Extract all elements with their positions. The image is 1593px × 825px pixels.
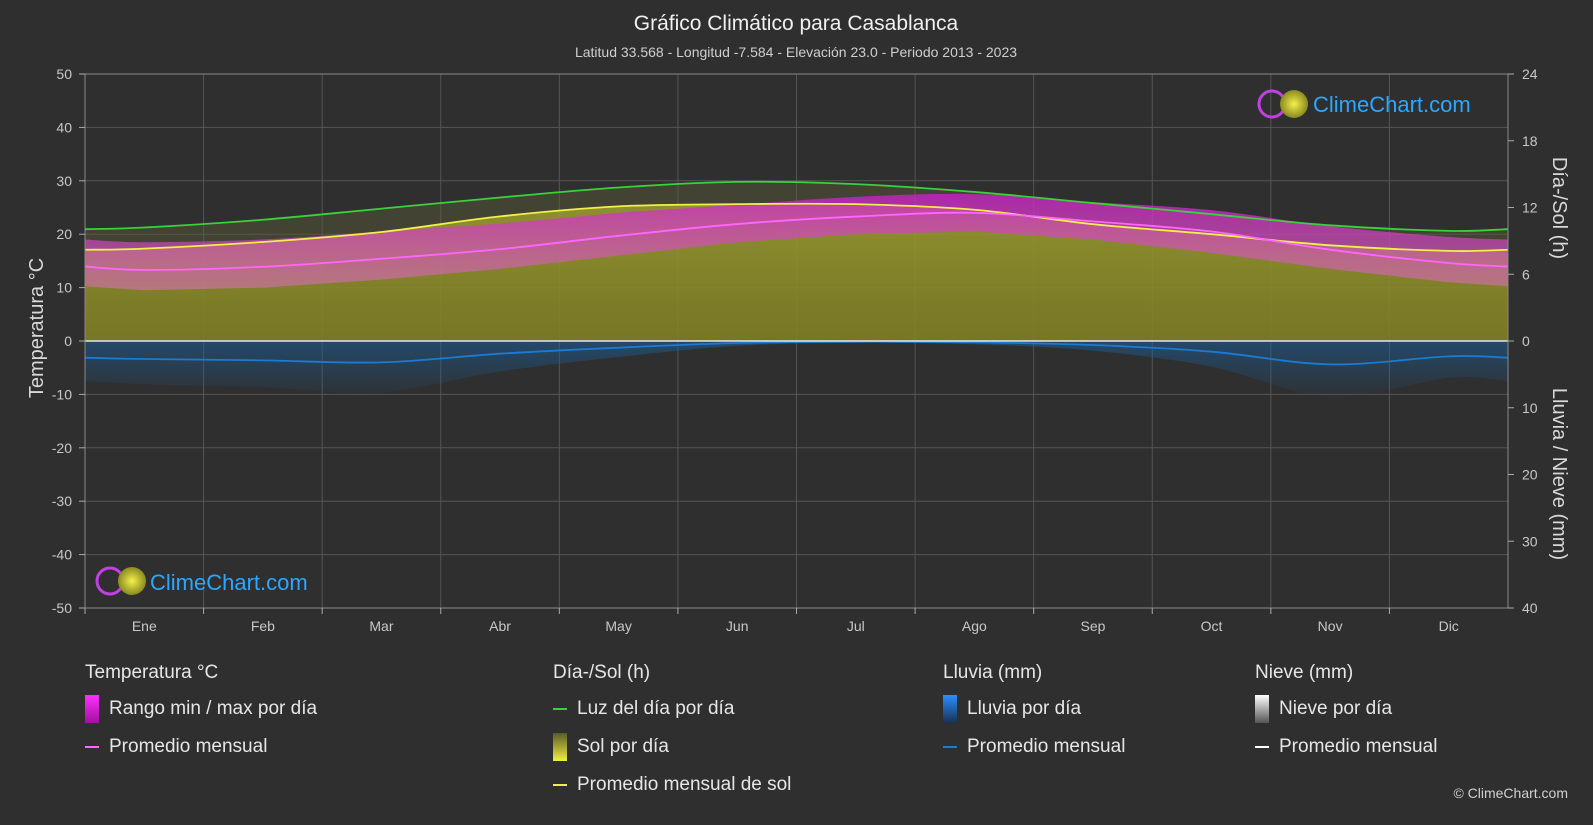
- snow-mean-swatch: [1255, 746, 1269, 748]
- logo-top-right: ClimeChart.com: [1257, 89, 1471, 119]
- right-axis-bottom-label: Lluvia / Nieve (mm): [1548, 388, 1570, 560]
- legend-sunshine: Sol por día: [553, 728, 791, 766]
- sunshine-swatch: [553, 733, 567, 761]
- left-tick-label: 30: [56, 173, 72, 189]
- legend-rain-header: Lluvia (mm): [943, 662, 1043, 683]
- rain-mean-swatch: [943, 746, 957, 748]
- left-tick-label: -40: [52, 547, 72, 563]
- legend-sunshine-label: Sol por día: [577, 736, 669, 757]
- logo-bottom-left: ClimeChart.com: [95, 566, 308, 596]
- sunshine-mean-line: [84, 202, 1509, 252]
- copyright: © ClimeChart.com: [1453, 785, 1568, 801]
- month-label: Sep: [1080, 618, 1105, 634]
- legend-snow-mean: Promedio mensual: [1255, 728, 1437, 766]
- month-label: Ago: [962, 618, 987, 634]
- right-tick-label-precip: 20: [1522, 467, 1538, 483]
- rain-mean-line: [84, 340, 1509, 366]
- snow-swatch: [1255, 695, 1269, 723]
- left-tick-label: 40: [56, 119, 72, 135]
- legend-rain-mean-label: Promedio mensual: [967, 736, 1126, 757]
- legend-temperature: Temperatura °C Rango min / max por día P…: [85, 662, 317, 766]
- legend-daylight: Luz del día por día: [553, 690, 791, 728]
- left-tick-label: -20: [52, 440, 72, 456]
- month-label: Feb: [251, 618, 275, 634]
- left-tick-label: -10: [52, 386, 72, 402]
- month-label: Oct: [1201, 618, 1223, 634]
- daylight-swatch: [553, 708, 567, 710]
- month-label: Mar: [369, 618, 393, 634]
- left-axis-label: Temperatura °C: [26, 258, 48, 398]
- month-label: Jul: [847, 618, 865, 634]
- right-tick-label-sun: 24: [1522, 66, 1538, 82]
- left-tick-label: 20: [56, 226, 72, 242]
- right-axis-ticks: 24 18 12 6 0 10 20 30 40: [1508, 66, 1538, 616]
- month-label: Nov: [1318, 618, 1343, 634]
- legend-snow-per-day: Nieve por día: [1255, 690, 1437, 728]
- right-tick-label-sun: 18: [1522, 133, 1538, 149]
- legend-temp-range-label: Rango min / max por día: [109, 698, 318, 719]
- logo-text-top: ClimeChart.com: [1313, 92, 1471, 117]
- rain-area: [85, 341, 1508, 398]
- legend-rain-mean: Promedio mensual: [943, 728, 1125, 766]
- legend-sun: Día-/Sol (h) Luz del día por día Sol por…: [553, 662, 791, 804]
- legend-snow-mean-label: Promedio mensual: [1279, 736, 1438, 757]
- left-tick-label: 10: [56, 280, 72, 296]
- month-axis-ticks: Ene Feb Mar Abr May Jun Jul Ago Sep Oct Nov Dic: [84, 608, 1459, 634]
- daylight-line: [84, 180, 1509, 232]
- legend-temp-mean: Promedio mensual: [85, 728, 317, 766]
- legend-rain: Lluvia (mm) Lluvia por día Promedio mens…: [943, 662, 1125, 766]
- right-tick-label-precip: 40: [1522, 600, 1538, 616]
- month-label: Jun: [726, 618, 749, 634]
- series-lines-layer: [84, 180, 1509, 366]
- legend-rain-per-day: Lluvia por día: [943, 690, 1125, 728]
- left-tick-label: -30: [52, 493, 72, 509]
- temperature-range-band: [85, 193, 1508, 291]
- month-label: Abr: [489, 618, 511, 634]
- legend-temp-range: Rango min / max por día: [85, 690, 317, 728]
- left-tick-label: -50: [52, 600, 72, 616]
- right-tick-label-sun: 0: [1522, 333, 1530, 349]
- legend-daylight-label: Luz del día por día: [577, 698, 735, 719]
- temperature-range-layer: [85, 193, 1508, 291]
- logo-sun-icon: [118, 567, 146, 595]
- right-tick-label-precip: 10: [1522, 400, 1538, 416]
- sun-mean-swatch: [553, 784, 567, 786]
- legend-snow-per-day-label: Nieve por día: [1279, 698, 1393, 719]
- left-tick-label: 50: [56, 66, 72, 82]
- legend-sun-mean-label: Promedio mensual de sol: [577, 774, 792, 795]
- logo-sun-icon: [1280, 90, 1308, 118]
- legend-snow: Nieve (mm) Nieve por día Promedio mensua…: [1255, 662, 1437, 766]
- month-label: May: [605, 618, 631, 634]
- left-tick-label: 0: [64, 333, 72, 349]
- chart-subtitle: Latitud 33.568 - Longitud -7.584 - Eleva…: [575, 44, 1017, 60]
- legend-snow-header: Nieve (mm): [1255, 662, 1354, 683]
- rain-swatch: [943, 695, 957, 723]
- chart-title: Gráfico Climático para Casablanca: [634, 12, 959, 35]
- right-tick-label-precip: 30: [1522, 533, 1538, 549]
- legend-rain-per-day-label: Lluvia por día: [967, 698, 1082, 719]
- right-axis-top-label: Día-/Sol (h): [1548, 157, 1570, 259]
- logo-text-bottom: ClimeChart.com: [150, 570, 308, 595]
- right-tick-label-sun: 12: [1522, 200, 1538, 216]
- temp-mean-swatch: [85, 746, 99, 748]
- legend-temp-mean-label: Promedio mensual: [109, 736, 268, 757]
- right-tick-label-sun: 6: [1522, 266, 1530, 282]
- left-axis-ticks: 50 40 30 20 10 0 -10 -20 -30 -40 -50: [52, 66, 85, 616]
- rain-area-layer: [85, 341, 1508, 398]
- temp-range-swatch: [85, 695, 99, 723]
- month-label: Ene: [132, 618, 157, 634]
- month-label: Dic: [1439, 618, 1459, 634]
- legend-temperature-header: Temperatura °C: [85, 662, 219, 683]
- legend-sun-header: Día-/Sol (h): [553, 662, 651, 683]
- temperature-mean-line: [84, 211, 1509, 271]
- legend-sun-mean: Promedio mensual de sol: [553, 766, 791, 804]
